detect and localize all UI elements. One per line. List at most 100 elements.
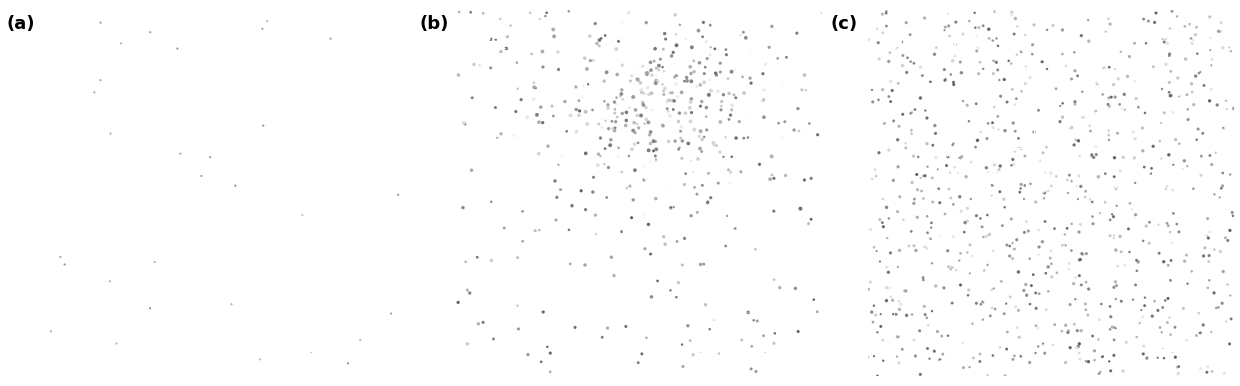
Point: [929, 233, 949, 239]
Point: [1199, 366, 1219, 372]
Point: [862, 309, 882, 315]
Point: [681, 213, 701, 219]
Point: [41, 328, 61, 334]
Point: [662, 53, 682, 59]
Point: [1156, 298, 1176, 304]
Point: [708, 88, 728, 95]
Point: [1100, 64, 1120, 70]
Point: [955, 103, 975, 109]
Point: [1090, 317, 1110, 323]
Point: [998, 58, 1018, 64]
Point: [1140, 240, 1159, 246]
Point: [1173, 166, 1193, 172]
Point: [634, 90, 653, 96]
Point: [872, 22, 892, 28]
Point: [1106, 279, 1126, 285]
Point: [619, 10, 639, 16]
Point: [1211, 20, 1231, 26]
Point: [631, 80, 651, 86]
Point: [981, 313, 1001, 319]
Point: [351, 337, 371, 343]
Point: [712, 98, 732, 105]
Point: [474, 10, 494, 16]
Point: [100, 130, 120, 137]
Point: [1033, 342, 1053, 348]
Point: [461, 9, 481, 15]
Point: [681, 157, 701, 164]
Point: [699, 92, 719, 98]
Point: [935, 24, 955, 30]
Point: [930, 233, 950, 239]
Point: [861, 279, 880, 285]
Point: [1220, 293, 1240, 299]
Point: [744, 317, 764, 323]
Point: [668, 94, 688, 100]
Point: [1066, 127, 1086, 133]
Point: [1040, 255, 1060, 261]
Point: [511, 96, 531, 103]
Point: [1037, 306, 1056, 313]
Point: [764, 175, 784, 181]
Point: [1016, 173, 1035, 179]
Point: [1073, 89, 1092, 95]
Point: [945, 164, 965, 170]
Point: [91, 20, 110, 26]
Point: [627, 121, 647, 127]
Point: [994, 76, 1014, 83]
Point: [870, 311, 890, 317]
Point: [1086, 151, 1106, 157]
Point: [1007, 23, 1027, 29]
Point: [879, 215, 899, 222]
Point: [898, 55, 918, 61]
Point: [789, 128, 808, 134]
Point: [693, 34, 713, 40]
Point: [988, 67, 1008, 73]
Point: [1199, 180, 1219, 186]
Point: [975, 286, 994, 293]
Point: [584, 174, 604, 180]
Point: [701, 88, 720, 94]
Point: [1110, 168, 1130, 174]
Point: [1094, 149, 1114, 155]
Point: [569, 108, 589, 114]
Point: [1136, 223, 1156, 229]
Point: [1099, 15, 1118, 22]
Point: [1022, 51, 1042, 57]
Point: [449, 9, 469, 15]
Point: [1127, 268, 1147, 274]
Point: [1070, 256, 1090, 262]
Point: [1215, 37, 1235, 43]
Point: [529, 151, 549, 157]
Point: [722, 154, 742, 160]
Point: [613, 96, 632, 102]
Point: [1192, 349, 1211, 355]
Point: [764, 208, 784, 214]
Point: [1200, 229, 1220, 235]
Point: [1145, 19, 1164, 25]
Point: [637, 71, 657, 77]
Point: [1002, 9, 1022, 15]
Point: [660, 113, 680, 119]
Point: [635, 120, 655, 127]
Point: [580, 33, 600, 39]
Point: [622, 146, 642, 152]
Point: [1143, 143, 1163, 149]
Point: [1006, 102, 1025, 108]
Point: [652, 81, 672, 88]
Point: [704, 46, 724, 52]
Point: [1167, 221, 1187, 227]
Point: [973, 234, 993, 240]
Point: [1099, 127, 1118, 134]
Point: [765, 25, 785, 32]
Point: [1138, 18, 1158, 24]
Point: [1069, 350, 1089, 356]
Point: [91, 77, 110, 83]
Point: [934, 285, 954, 291]
Point: [507, 303, 527, 309]
Point: [1211, 83, 1231, 89]
Point: [666, 73, 686, 79]
Point: [107, 340, 126, 347]
Point: [1178, 106, 1198, 112]
Point: [970, 359, 990, 365]
Point: [594, 161, 614, 167]
